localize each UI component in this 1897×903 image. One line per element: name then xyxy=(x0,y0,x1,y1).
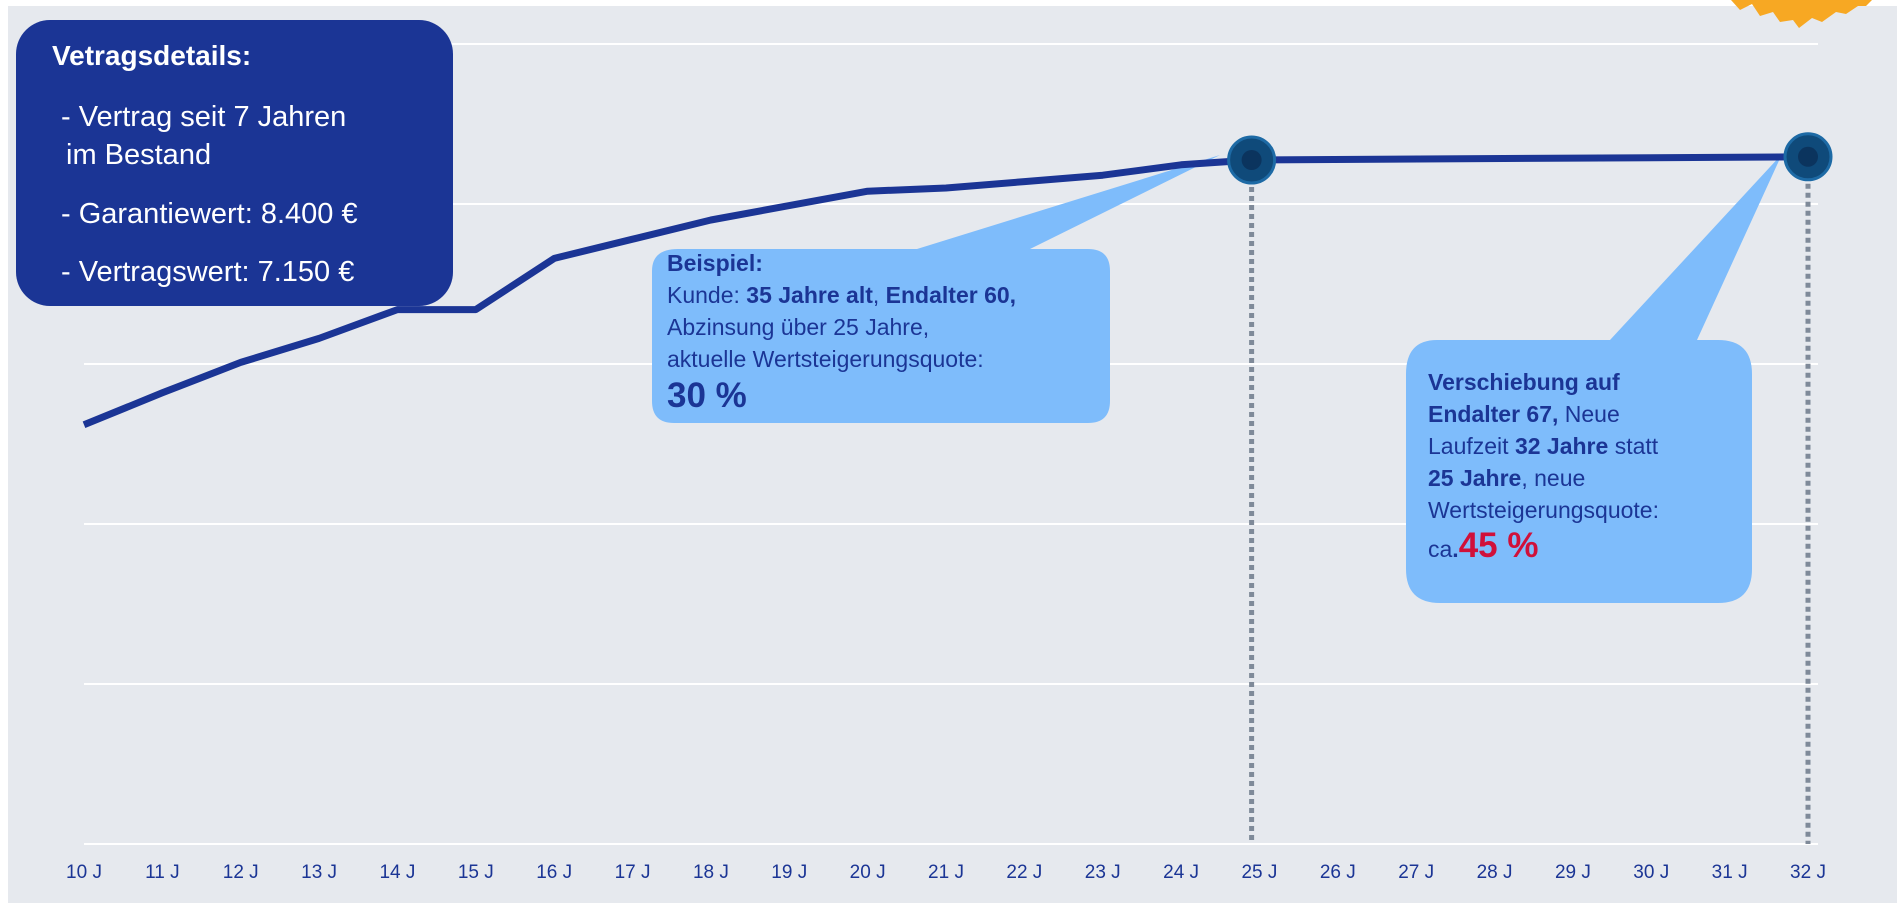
marker-point-core xyxy=(1241,150,1262,170)
callout-shift-old-term: 25 Jahre xyxy=(1428,465,1522,491)
marker-guides xyxy=(1249,156,1811,844)
callout-example-end-age: Endalter 60, xyxy=(885,282,1017,308)
x-tick-label: 20 J xyxy=(850,862,886,883)
badge-shape xyxy=(1731,0,1872,28)
x-tick-label: 13 J xyxy=(301,862,337,883)
series-group xyxy=(82,153,1809,429)
callout-shift-text: Verschiebung auf Endalter 67, Neue Laufz… xyxy=(1428,366,1659,569)
callout-shift-percent: 45 % xyxy=(1458,526,1539,565)
x-tick-label: 15 J xyxy=(458,862,494,883)
callout-shift-new: Neue xyxy=(1558,401,1620,427)
x-tick-label: 27 J xyxy=(1398,862,1434,883)
callout-shift-dot: . xyxy=(1452,536,1459,562)
x-tick-label: 23 J xyxy=(1085,862,1121,883)
x-tick-label: 10 J xyxy=(66,862,102,883)
callout-example-customer-label: Kunde: xyxy=(667,282,747,308)
series-line xyxy=(82,153,1809,429)
x-tick-label: 17 J xyxy=(615,862,651,883)
x-tick-label: 30 J xyxy=(1633,862,1669,883)
callout-example-bubble xyxy=(652,155,1220,423)
x-tick-label: 19 J xyxy=(771,862,807,883)
marker-group xyxy=(1227,132,1833,185)
callout-shift-approx: ca xyxy=(1428,536,1453,562)
callout-shift-quota-label: Wertsteigerungsquote: xyxy=(1428,497,1659,523)
x-axis-ticks: 10 J 11 J 12 J 13 J 14 J 15 J 16 J 17 J 18 J 19 J… xyxy=(66,862,1826,883)
callout-shift-end-age: Endalter 67, xyxy=(1428,401,1559,427)
x-tick-label: 18 J xyxy=(693,862,729,883)
x-tick-label: 14 J xyxy=(379,862,415,883)
detail-line-guarantee-value: - Garantiewert: 8.400 € xyxy=(61,198,358,230)
detail-line-contract-value: - Vertragswert: 7.150 € xyxy=(61,256,355,288)
callout-shift-line1: Verschiebung auf xyxy=(1428,369,1620,395)
x-tick-label: 22 J xyxy=(1006,862,1042,883)
x-tick-label: 16 J xyxy=(536,862,572,883)
x-tick-label: 12 J xyxy=(223,862,259,883)
detail-line-contract-age: - Vertrag seit 7 Jahren xyxy=(61,101,347,133)
callout-example-percent: 30 % xyxy=(667,376,747,415)
callout-example-discount: Abzinsung über 25 Jahre, xyxy=(667,314,930,340)
x-tick-label: 29 J xyxy=(1555,862,1591,883)
callout-example-quota-label: aktuelle Wertsteigerungsquote: xyxy=(667,346,984,372)
contract-details-box: Vetragsdetails: - Vertrag seit 7 Jahren … xyxy=(16,20,453,306)
callout-example-separator: , xyxy=(872,282,886,308)
detail-line-in-stock: im Bestand xyxy=(66,139,212,171)
x-tick-label: 32 J xyxy=(1790,862,1826,883)
x-tick-label: 25 J xyxy=(1241,862,1277,883)
starburst-badge xyxy=(1731,0,1872,28)
x-tick-label: 31 J xyxy=(1712,862,1748,883)
x-tick-label: 28 J xyxy=(1477,862,1513,883)
callout-shift-shape xyxy=(1406,154,1782,603)
callout-shift-new-term: 32 Jahre xyxy=(1514,433,1609,459)
callout-example-shape xyxy=(652,155,1220,423)
x-tick-label: 24 J xyxy=(1163,862,1199,883)
callout-shift-bubble xyxy=(1406,154,1782,603)
contract-details-title: Vetragsdetails: xyxy=(52,40,252,71)
callout-example-age: 35 Jahre alt xyxy=(746,282,873,308)
callout-shift-term-label: Laufzeit xyxy=(1428,433,1515,459)
x-tick-label: 21 J xyxy=(928,862,964,883)
callout-shift-new-label: , neue xyxy=(1521,465,1586,491)
callout-example-text: Beispiel: Kunde: 35 Jahre alt, Endalter … xyxy=(667,247,1016,417)
x-tick-label: 11 J xyxy=(145,862,180,883)
callout-example-heading: Beispiel: xyxy=(667,250,763,276)
x-tick-label: 26 J xyxy=(1320,862,1356,883)
marker-point-core xyxy=(1798,146,1818,167)
callout-shift-instead: statt xyxy=(1608,433,1659,459)
